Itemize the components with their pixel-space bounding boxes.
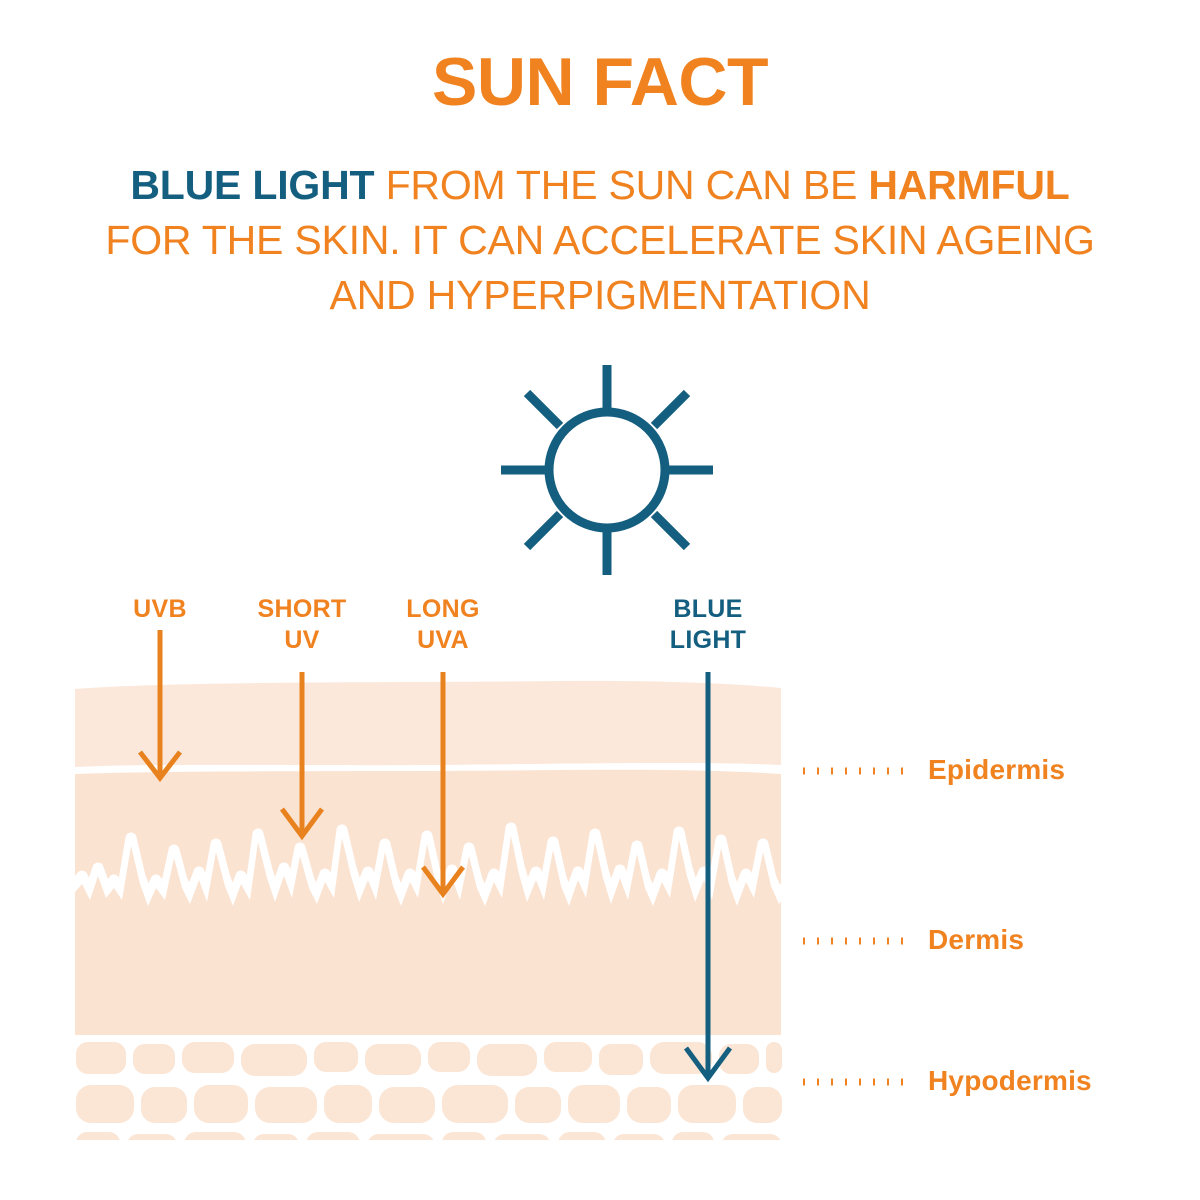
sun-icon [501,365,713,575]
page-title: SUN FACT [432,44,769,120]
subtitle-mid-text: FROM THE SUN CAN BE [374,162,869,208]
ray-label-long-uva: LONG UVA [406,595,480,654]
layer-label-hypodermis: Hypodermis [928,1065,1092,1096]
subtitle-blue-light-text: BLUE LIGHT [130,162,375,208]
subtitle-line-3: AND HYPERPIGMENTATION [329,272,871,318]
ray-arrow-uvb [138,630,182,783]
subtitle: BLUE LIGHT FROM THE SUN CAN BE HARMFUL F… [70,158,1130,323]
epidermis-layer [75,680,781,767]
ray-label-uvb: UVB [133,595,187,623]
dermal-papillae-boundary [75,822,781,1035]
subtitle-harmful-text: HARMFUL [868,162,1070,208]
dermis-layer [75,769,781,1035]
ray-arrow-long-uva [420,672,466,899]
ray-arrow-blue-light [683,672,733,1083]
ray-label-blue-light: BLUE LIGHT [669,595,747,654]
subtitle-line-2: FOR THE SKIN. IT CAN ACCELERATE SKIN AGE… [105,217,1095,263]
layer-label-epidermis: Epidermis [928,754,1066,785]
skin-cross-section-diagram: UVB SHORT UV LONG UVA BLUE LIGHT Epiderm… [0,580,1200,1160]
hypodermis-layer [76,1042,782,1160]
skin-diagram-svg [75,630,912,1160]
sun-icon-wrapper [487,363,727,578]
layer-label-dermis: Dermis [928,924,1025,955]
subtitle-line-1: BLUE LIGHT FROM THE SUN CAN BE HARMFUL [70,158,1130,213]
ray-arrow-short-uv [279,672,325,841]
ray-label-short-uv: SHORT UV [257,595,347,654]
